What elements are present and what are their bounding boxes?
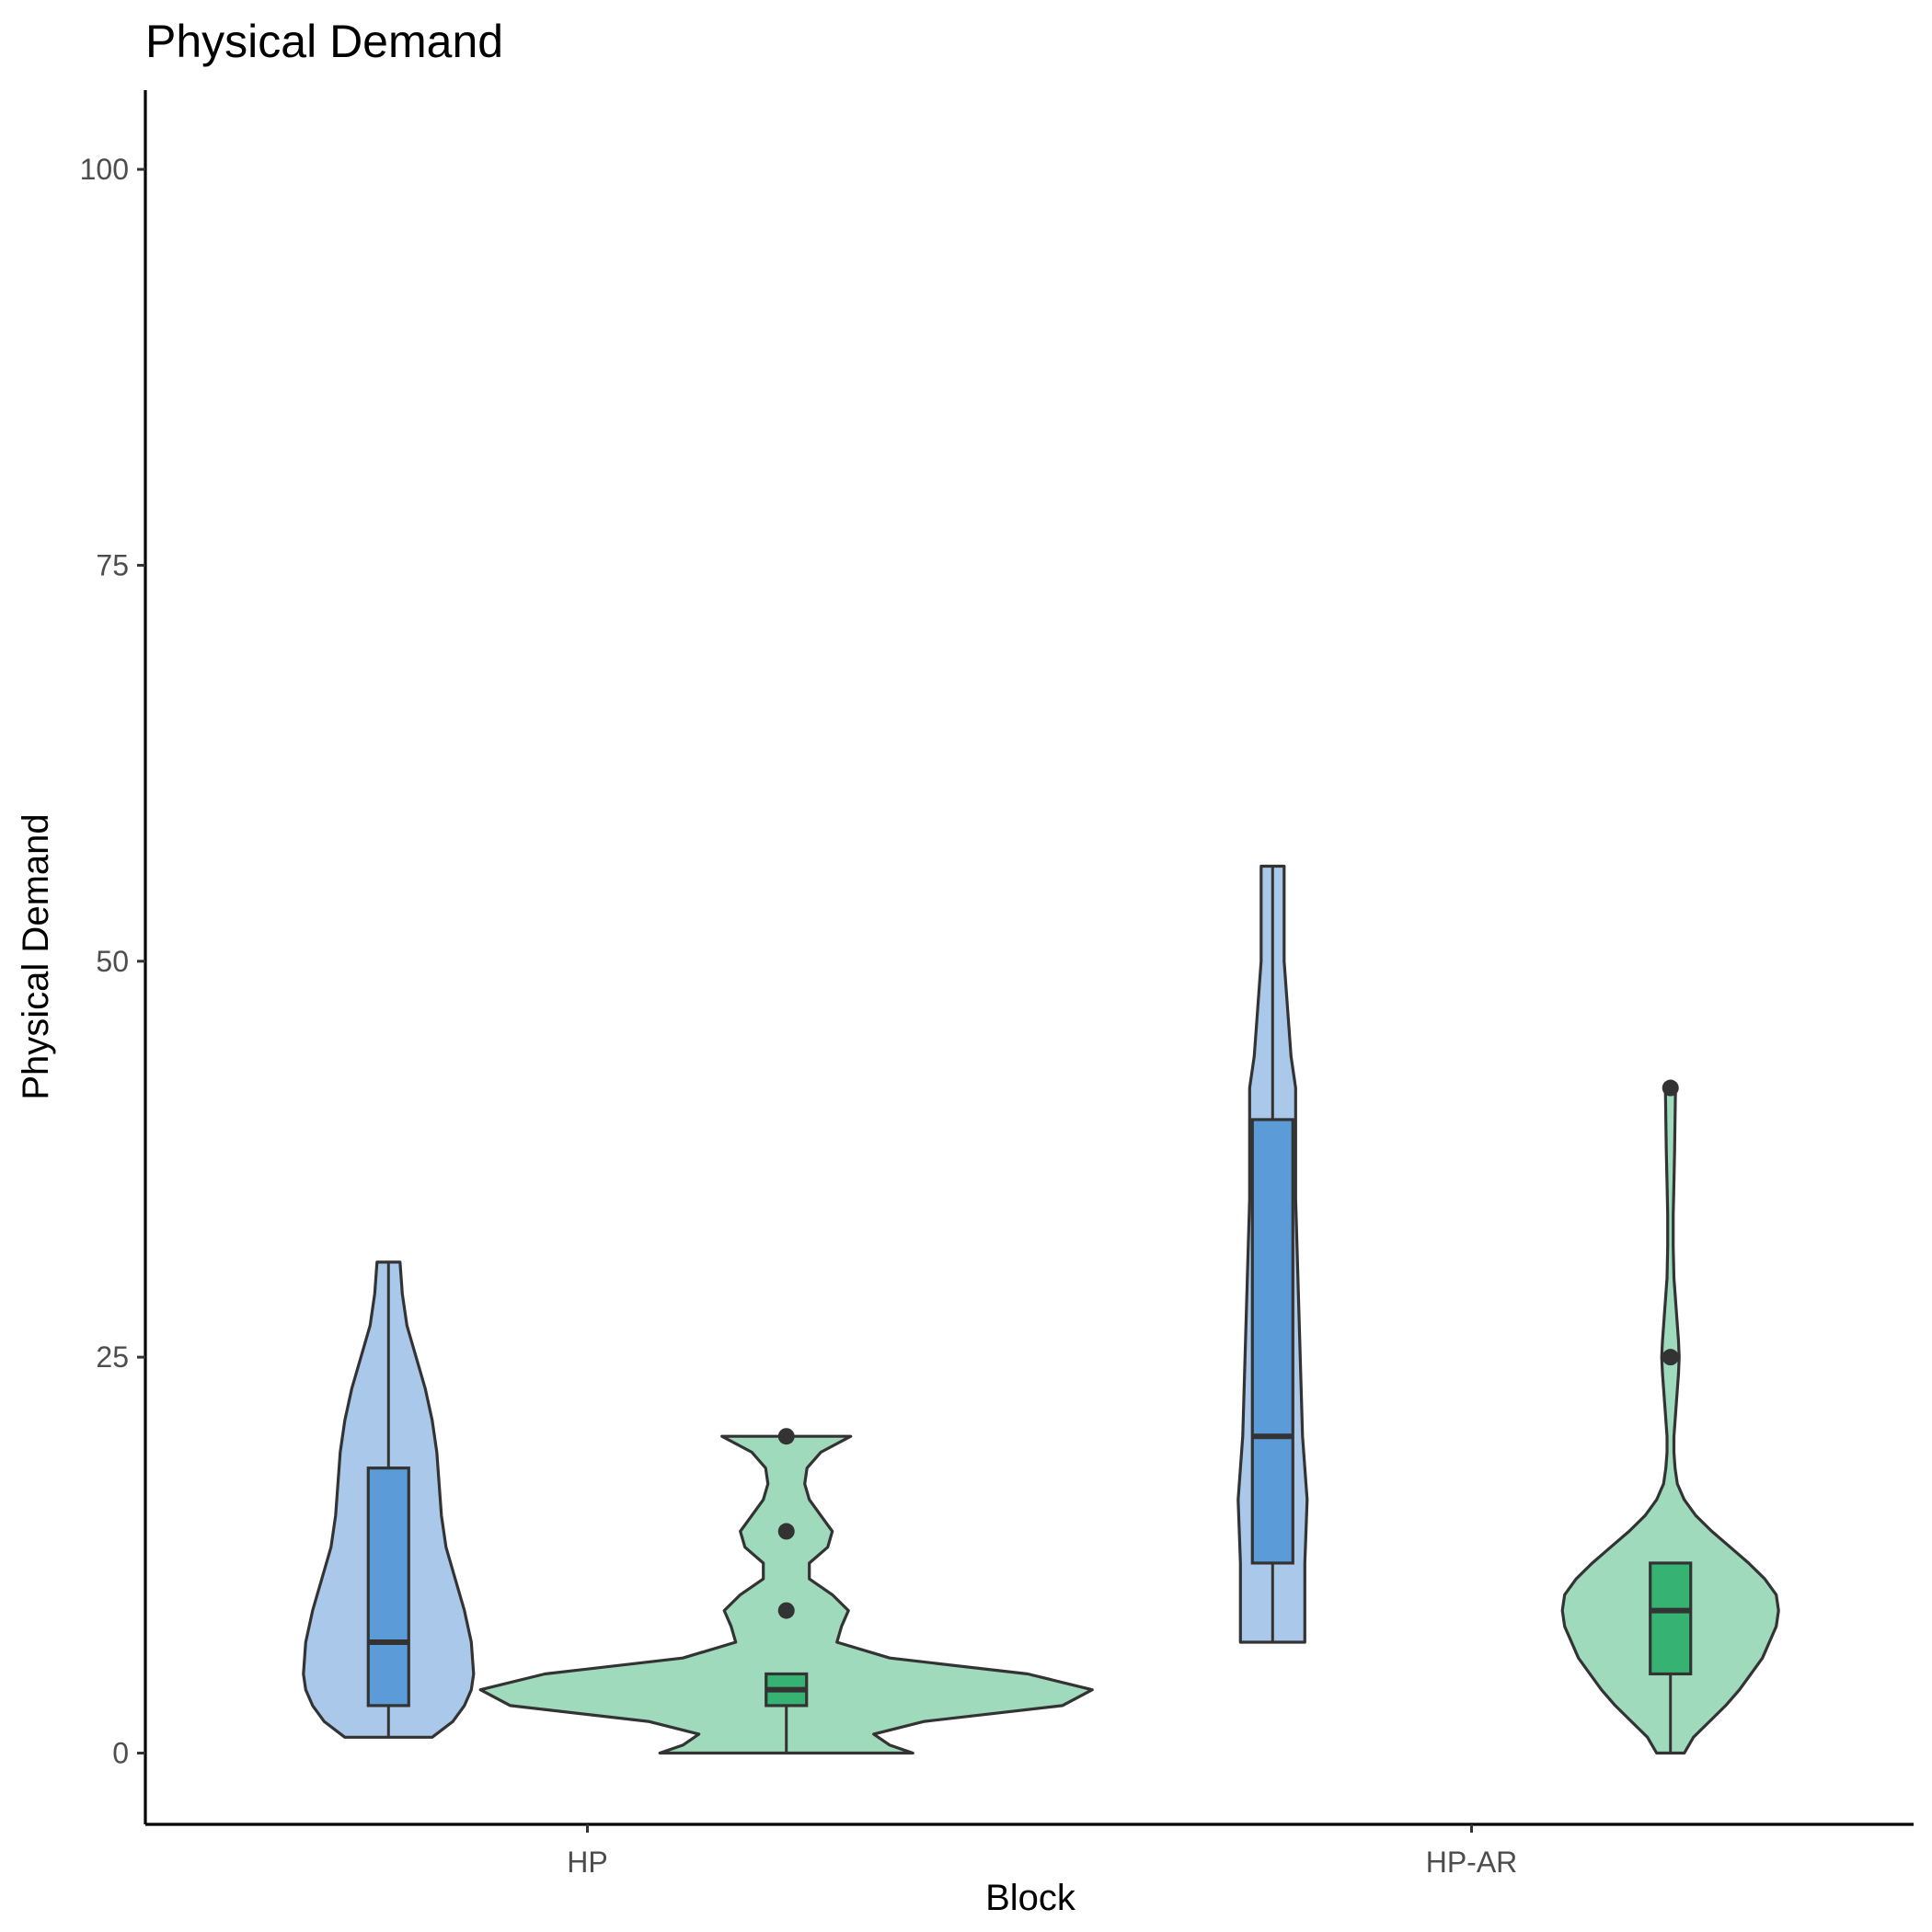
x-axis-title: Block xyxy=(985,1878,1076,1918)
outlier-point xyxy=(1662,1349,1679,1366)
y-tick-label: 75 xyxy=(96,548,129,581)
y-axis-title: Physical Demand xyxy=(16,813,56,1099)
y-axis: 0 25 50 75 100 xyxy=(80,90,147,1824)
violins-layer xyxy=(302,864,1780,1755)
x-tick-label: HP-AR xyxy=(1426,1846,1518,1879)
box xyxy=(1250,1118,1294,1565)
violin-hp xyxy=(478,1434,1094,1755)
outlier-point xyxy=(777,1523,795,1540)
box xyxy=(366,1466,410,1708)
outlier-point xyxy=(1662,1079,1679,1097)
y-tick-label: 0 xyxy=(112,1737,129,1770)
y-tick-label: 100 xyxy=(80,153,129,186)
boxes-layer xyxy=(366,866,1693,1754)
y-tick-label: 25 xyxy=(96,1340,129,1374)
chart-title: Physical Demand xyxy=(145,16,503,67)
x-axis: HP HP-AR xyxy=(145,1823,1914,1879)
outliers-layer xyxy=(777,1079,1679,1619)
outlier-point xyxy=(777,1428,795,1445)
outlier-point xyxy=(777,1602,795,1619)
y-tick-label: 50 xyxy=(96,945,129,978)
box xyxy=(1649,1561,1693,1676)
x-tick-label: HP xyxy=(567,1846,607,1879)
